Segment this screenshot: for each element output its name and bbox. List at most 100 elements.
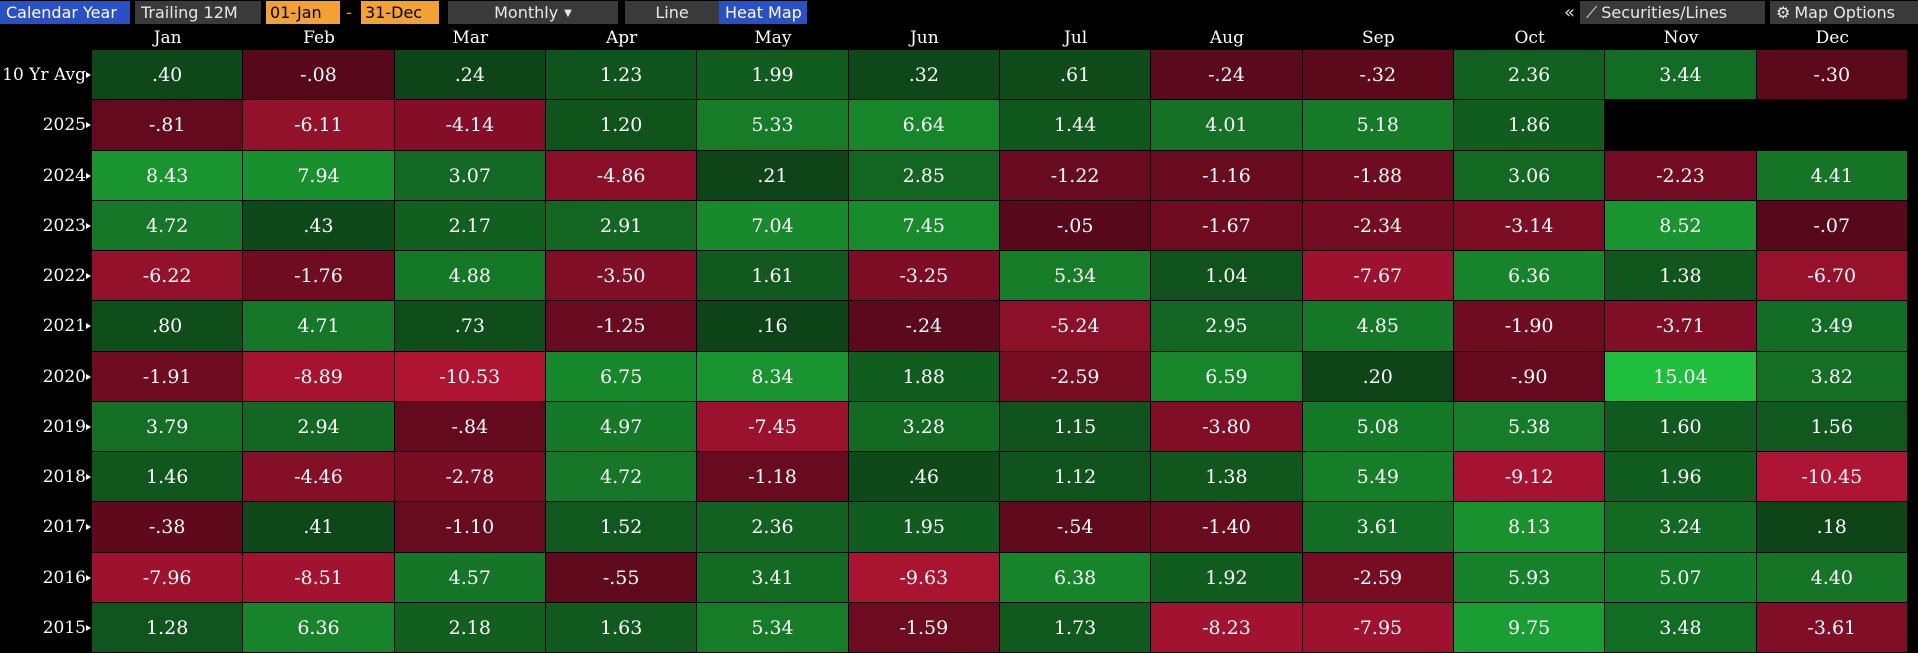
heat-cell[interactable]: 3.06 xyxy=(1453,150,1606,201)
heat-cell[interactable]: 1.63 xyxy=(545,602,698,653)
heat-cell[interactable]: -1.91 xyxy=(92,351,244,402)
heat-cell[interactable]: -.90 xyxy=(1453,351,1606,402)
heat-cell[interactable]: .16 xyxy=(697,301,849,352)
heat-cell[interactable]: -2.59 xyxy=(1302,552,1454,603)
heat-cell[interactable]: -4.14 xyxy=(394,100,546,151)
heat-cell[interactable]: 8.43 xyxy=(92,150,244,201)
heat-cell[interactable]: .18 xyxy=(1756,502,1908,553)
heat-cell[interactable]: 3.49 xyxy=(1756,301,1908,352)
line-view-button[interactable]: Line xyxy=(625,1,719,24)
heat-cell[interactable]: 1.61 xyxy=(697,251,849,302)
heat-cell[interactable]: -2.78 xyxy=(394,452,546,503)
heat-cell[interactable] xyxy=(1756,100,1908,151)
heat-cell[interactable]: 7.04 xyxy=(697,200,849,251)
heat-cell[interactable]: 1.38 xyxy=(1605,251,1757,302)
start-date-field[interactable]: 01-Jan xyxy=(266,1,340,24)
heat-cell[interactable]: 1.95 xyxy=(848,502,1000,553)
heat-cell[interactable]: .80 xyxy=(92,301,244,352)
heat-cell[interactable]: 1.88 xyxy=(848,351,1000,402)
heat-cell[interactable]: 3.44 xyxy=(1605,50,1757,101)
heat-cell[interactable]: -10.45 xyxy=(1756,452,1908,503)
heat-cell[interactable]: -7.95 xyxy=(1302,602,1454,653)
heat-cell[interactable]: -.05 xyxy=(999,200,1152,251)
heat-cell[interactable]: 8.13 xyxy=(1453,502,1606,553)
heat-cell[interactable]: 2.94 xyxy=(243,401,395,452)
heat-cell[interactable]: 3.48 xyxy=(1605,602,1757,653)
heat-cell[interactable]: -.24 xyxy=(1151,50,1303,101)
heat-cell[interactable]: 5.18 xyxy=(1302,100,1454,151)
heat-cell[interactable]: 1.04 xyxy=(1151,251,1303,302)
heat-cell[interactable]: 3.61 xyxy=(1302,502,1454,553)
heat-cell[interactable]: -1.59 xyxy=(848,602,1000,653)
heat-cell[interactable]: .41 xyxy=(243,502,395,553)
heat-cell[interactable] xyxy=(1605,100,1757,151)
heat-map-view-button[interactable]: Heat Map xyxy=(719,1,807,24)
heat-cell[interactable]: 15.04 xyxy=(1605,351,1757,402)
heat-cell[interactable]: -6.70 xyxy=(1756,251,1908,302)
calendar-year-button[interactable]: Calendar Year xyxy=(0,1,130,24)
heat-cell[interactable]: 2.36 xyxy=(697,502,849,553)
heat-cell[interactable]: .40 xyxy=(92,50,244,101)
heat-cell[interactable]: 1.20 xyxy=(545,100,698,151)
heat-cell[interactable]: -.81 xyxy=(92,100,244,151)
heat-cell[interactable]: -.55 xyxy=(545,552,698,603)
heat-cell[interactable]: -.07 xyxy=(1756,200,1908,251)
heat-cell[interactable]: 2.17 xyxy=(394,200,546,251)
map-options-button[interactable]: ⚙ Map Options xyxy=(1770,1,1918,24)
heat-cell[interactable]: -.38 xyxy=(92,502,244,553)
heat-cell[interactable]: -2.34 xyxy=(1302,200,1454,251)
heat-cell[interactable]: -4.86 xyxy=(545,150,698,201)
heat-cell[interactable]: 3.07 xyxy=(394,150,546,201)
heat-cell[interactable]: 4.41 xyxy=(1756,150,1908,201)
heat-cell[interactable]: -7.45 xyxy=(697,401,849,452)
heat-cell[interactable]: 5.38 xyxy=(1453,401,1606,452)
heat-cell[interactable]: -1.40 xyxy=(1151,502,1303,553)
heat-cell[interactable]: -.54 xyxy=(999,502,1152,553)
securities-lines-button[interactable]: ⟋ Securities/Lines xyxy=(1580,1,1765,24)
heat-cell[interactable]: -.30 xyxy=(1756,50,1908,101)
heat-cell[interactable]: -1.88 xyxy=(1302,150,1454,201)
heat-cell[interactable]: -.08 xyxy=(243,50,395,101)
heat-cell[interactable]: -8.51 xyxy=(243,552,395,603)
heat-cell[interactable]: -1.16 xyxy=(1151,150,1303,201)
heat-cell[interactable]: -1.10 xyxy=(394,502,546,553)
heat-cell[interactable]: -2.23 xyxy=(1605,150,1757,201)
heat-cell[interactable]: 6.64 xyxy=(848,100,1000,151)
heat-cell[interactable]: 1.56 xyxy=(1756,401,1908,452)
heat-cell[interactable]: 2.91 xyxy=(545,200,698,251)
heat-cell[interactable]: 6.59 xyxy=(1151,351,1303,402)
frequency-dropdown[interactable]: Monthly ▼ xyxy=(448,1,618,24)
heat-cell[interactable]: 4.40 xyxy=(1756,552,1908,603)
heat-cell[interactable]: -.24 xyxy=(848,301,1000,352)
heat-cell[interactable]: 4.88 xyxy=(394,251,546,302)
heat-cell[interactable]: 1.86 xyxy=(1453,100,1606,151)
heat-cell[interactable]: 8.34 xyxy=(697,351,849,402)
heat-cell[interactable]: 5.34 xyxy=(697,602,849,653)
heat-cell[interactable]: -3.61 xyxy=(1756,602,1908,653)
heat-cell[interactable]: .20 xyxy=(1302,351,1454,402)
heat-cell[interactable]: .73 xyxy=(394,301,546,352)
heat-cell[interactable]: 1.60 xyxy=(1605,401,1757,452)
heat-cell[interactable]: -4.46 xyxy=(243,452,395,503)
heat-cell[interactable]: -.32 xyxy=(1302,50,1454,101)
heat-cell[interactable]: 5.34 xyxy=(999,251,1152,302)
heat-cell[interactable]: 5.93 xyxy=(1453,552,1606,603)
heat-cell[interactable]: -7.96 xyxy=(92,552,244,603)
heat-cell[interactable]: 2.36 xyxy=(1453,50,1606,101)
heat-cell[interactable]: 1.23 xyxy=(545,50,698,101)
heat-cell[interactable]: 3.82 xyxy=(1756,351,1908,402)
heat-cell[interactable]: 1.92 xyxy=(1151,552,1303,603)
trailing-12m-button[interactable]: Trailing 12M xyxy=(135,1,261,24)
heat-cell[interactable]: 4.01 xyxy=(1151,100,1303,151)
heat-cell[interactable]: 3.41 xyxy=(697,552,849,603)
heat-cell[interactable]: -10.53 xyxy=(394,351,546,402)
heat-cell[interactable]: -2.59 xyxy=(999,351,1152,402)
heat-cell[interactable]: 5.07 xyxy=(1605,552,1757,603)
heat-cell[interactable]: -7.67 xyxy=(1302,251,1454,302)
heat-cell[interactable]: 5.08 xyxy=(1302,401,1454,452)
heat-cell[interactable]: 1.12 xyxy=(999,452,1152,503)
heat-cell[interactable]: 4.57 xyxy=(394,552,546,603)
heat-cell[interactable]: -1.22 xyxy=(999,150,1152,201)
heat-cell[interactable]: -3.71 xyxy=(1605,301,1757,352)
heat-cell[interactable]: -9.63 xyxy=(848,552,1000,603)
